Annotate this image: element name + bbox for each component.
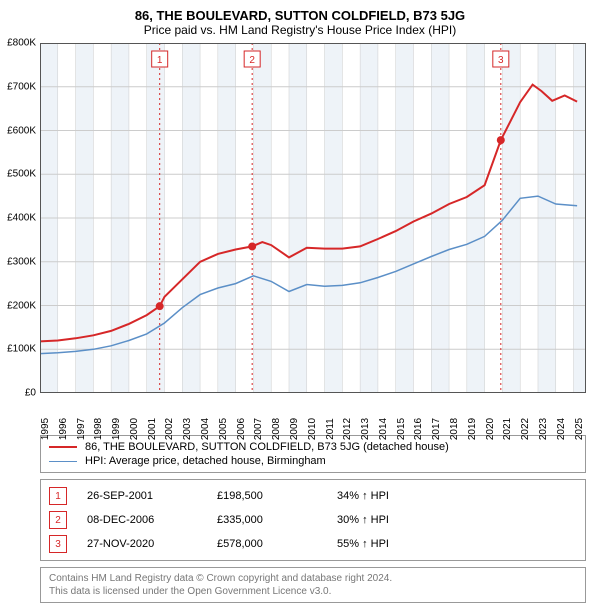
- x-tick-label: 1998: [93, 418, 104, 440]
- sale-marker-box: 2: [49, 511, 67, 529]
- x-tick-label: 2023: [538, 418, 549, 440]
- x-tick-label: 2001: [147, 418, 158, 440]
- sale-marker-box: 1: [49, 487, 67, 505]
- x-tick-label: 2003: [182, 418, 193, 440]
- sale-date: 08-DEC-2006: [87, 514, 217, 526]
- x-tick-label: 2015: [396, 418, 407, 440]
- x-tick-label: 2020: [485, 418, 496, 440]
- y-tick-label: £300K: [7, 256, 36, 267]
- x-tick-label: 1997: [76, 418, 87, 440]
- y-tick-label: £400K: [7, 213, 36, 224]
- sale-marker-box: 3: [49, 535, 67, 553]
- footer-box: Contains HM Land Registry data © Crown c…: [40, 567, 586, 603]
- x-tick-label: 2019: [467, 418, 478, 440]
- x-tick-label: 2013: [360, 418, 371, 440]
- x-tick-label: 1996: [58, 418, 69, 440]
- legend-box: 86, THE BOULEVARD, SUTTON COLDFIELD, B73…: [40, 435, 586, 473]
- x-tick-label: 2007: [253, 418, 264, 440]
- chart-svg: 1 2 3: [40, 43, 586, 393]
- x-tick-label: 2025: [574, 418, 585, 440]
- x-tick-label: 2022: [520, 418, 531, 440]
- x-tick-label: 2014: [378, 418, 389, 440]
- y-tick-label: £500K: [7, 169, 36, 180]
- svg-text:2: 2: [249, 55, 255, 66]
- legend-item: HPI: Average price, detached house, Birm…: [49, 454, 577, 468]
- y-tick-label: £200K: [7, 300, 36, 311]
- sale-date: 27-NOV-2020: [87, 538, 217, 550]
- sale-row: 3 27-NOV-2020£578,00055% ↑ HPI: [49, 532, 577, 556]
- x-tick-label: 2006: [236, 418, 247, 440]
- legend-swatch: [49, 461, 77, 462]
- y-tick-label: £800K: [7, 38, 36, 49]
- svg-text:1: 1: [157, 55, 163, 66]
- y-tick-label: £0: [25, 388, 36, 399]
- svg-text:3: 3: [498, 55, 504, 66]
- x-tick-label: 2002: [164, 418, 175, 440]
- y-tick-label: £700K: [7, 81, 36, 92]
- chart-container: 86, THE BOULEVARD, SUTTON COLDFIELD, B73…: [0, 0, 600, 603]
- chart-plot-area: £0£100K£200K£300K£400K£500K£600K£700K£80…: [40, 43, 600, 393]
- x-tick-label: 2018: [449, 418, 460, 440]
- x-tick-label: 1999: [111, 418, 122, 440]
- x-tick-label: 2004: [200, 418, 211, 440]
- y-tick-label: £100K: [7, 344, 36, 355]
- sale-date: 26-SEP-2001: [87, 490, 217, 502]
- sale-delta: 30% ↑ HPI: [337, 514, 457, 526]
- x-tick-label: 2024: [556, 418, 567, 440]
- legend-label: HPI: Average price, detached house, Birm…: [85, 455, 326, 467]
- y-tick-label: £600K: [7, 125, 36, 136]
- sales-table: 1 26-SEP-2001£198,50034% ↑ HPI 2 08-DEC-200…: [40, 479, 586, 561]
- legend-swatch: [49, 446, 77, 448]
- sale-price: £198,500: [217, 490, 337, 502]
- x-tick-label: 2009: [289, 418, 300, 440]
- x-tick-label: 2012: [342, 418, 353, 440]
- sale-price: £335,000: [217, 514, 337, 526]
- footer-line1: Contains HM Land Registry data © Crown c…: [49, 572, 577, 585]
- sale-price: £578,000: [217, 538, 337, 550]
- chart-subtitle: Price paid vs. HM Land Registry's House …: [0, 23, 600, 43]
- legend-label: 86, THE BOULEVARD, SUTTON COLDFIELD, B73…: [85, 441, 449, 453]
- sale-delta: 55% ↑ HPI: [337, 538, 457, 550]
- x-tick-label: 2017: [431, 418, 442, 440]
- x-tick-label: 2016: [413, 418, 424, 440]
- footer-line2: This data is licensed under the Open Gov…: [49, 585, 577, 598]
- x-tick-label: 1995: [40, 418, 51, 440]
- sale-row: 1 26-SEP-2001£198,50034% ↑ HPI: [49, 484, 577, 508]
- sale-delta: 34% ↑ HPI: [337, 490, 457, 502]
- x-tick-label: 2011: [325, 418, 336, 440]
- sale-row: 2 08-DEC-2006£335,00030% ↑ HPI: [49, 508, 577, 532]
- x-tick-label: 2010: [307, 418, 318, 440]
- chart-title: 86, THE BOULEVARD, SUTTON COLDFIELD, B73…: [0, 0, 600, 23]
- x-tick-label: 2000: [129, 418, 140, 440]
- x-tick-label: 2005: [218, 418, 229, 440]
- x-tick-label: 2021: [502, 418, 513, 440]
- legend-item: 86, THE BOULEVARD, SUTTON COLDFIELD, B73…: [49, 440, 577, 454]
- x-tick-label: 2008: [271, 418, 282, 440]
